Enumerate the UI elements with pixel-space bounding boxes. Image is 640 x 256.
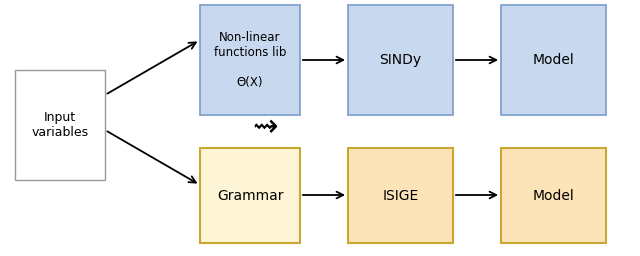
Bar	[501, 148, 606, 243]
Text: ⇝: ⇝	[252, 113, 278, 143]
Text: Input
variables: Input variables	[31, 111, 88, 139]
Bar	[348, 5, 453, 115]
Text: Model: Model	[532, 188, 574, 202]
Text: Model: Model	[532, 53, 574, 67]
Bar	[348, 148, 453, 243]
Text: Non-linear
functions lib

Θ(X): Non-linear functions lib Θ(X)	[214, 31, 286, 89]
Text: ISIGE: ISIGE	[382, 188, 419, 202]
Bar	[200, 5, 300, 115]
Bar	[501, 5, 606, 115]
Text: Grammar: Grammar	[217, 188, 284, 202]
Bar	[15, 70, 105, 180]
Text: SINDy: SINDy	[380, 53, 422, 67]
Bar	[200, 148, 300, 243]
